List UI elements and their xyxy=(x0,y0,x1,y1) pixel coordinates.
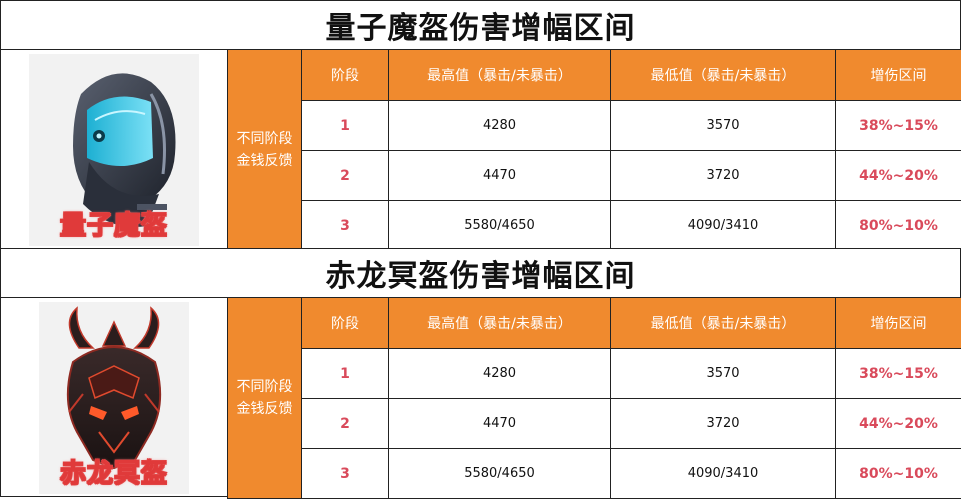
helmet-image: 赤龙冥盔 xyxy=(39,302,189,494)
helmet-name-label: 赤龙冥盔 xyxy=(39,453,189,490)
side-label-line2: 金钱反馈 xyxy=(237,401,293,417)
stage-cell: 2 xyxy=(302,399,389,449)
range-cell: 44%~20% xyxy=(836,399,961,449)
range-cell: 38%~15% xyxy=(836,349,961,399)
header-range: 增伤区间 xyxy=(836,298,961,349)
side-label: 不同阶段 金钱反馈 xyxy=(228,50,302,251)
max-cell: 5580/4650 xyxy=(389,449,611,499)
min-cell: 3720 xyxy=(611,151,836,201)
min-cell: 3570 xyxy=(611,349,836,399)
header-min: 最低值（暴击/未暴击） xyxy=(611,50,836,101)
section-red-dragon-helmet: 赤龙冥盔伤害增幅区间 xyxy=(0,248,961,497)
table-row: 3 5580/4650 4090/3410 80%~10% xyxy=(228,449,961,499)
section-title: 赤龙冥盔伤害增幅区间 xyxy=(0,248,961,298)
header-stage: 阶段 xyxy=(302,298,389,349)
stage-cell: 2 xyxy=(302,151,389,201)
header-range: 增伤区间 xyxy=(836,50,961,101)
max-cell: 5580/4650 xyxy=(389,201,611,251)
min-cell: 4090/3410 xyxy=(611,449,836,499)
max-cell: 4280 xyxy=(389,349,611,399)
stage-cell: 1 xyxy=(302,101,389,151)
side-label-line2: 金钱反馈 xyxy=(237,153,293,169)
table-row: 2 4470 3720 44%~20% xyxy=(228,151,961,201)
table-row: 1 4280 3570 38%~15% xyxy=(228,101,961,151)
range-cell: 80%~10% xyxy=(836,201,961,251)
min-cell: 3720 xyxy=(611,399,836,449)
side-label-line1: 不同阶段 xyxy=(237,131,293,147)
header-stage: 阶段 xyxy=(302,50,389,101)
min-cell: 4090/3410 xyxy=(611,201,836,251)
stage-cell: 3 xyxy=(302,449,389,499)
section-quantum-helmet: 量子魔盔伤害增幅区间 xyxy=(0,0,961,249)
max-cell: 4470 xyxy=(389,151,611,201)
stage-cell: 3 xyxy=(302,201,389,251)
stage-cell: 1 xyxy=(302,349,389,399)
table-row: 2 4470 3720 44%~20% xyxy=(228,399,961,449)
header-min: 最低值（暴击/未暴击） xyxy=(611,298,836,349)
helmet-image: 量子魔盔 xyxy=(29,54,199,246)
damage-table: 不同阶段 金钱反馈 阶段 最高值（暴击/未暴击） 最低值（暴击/未暴击） 增伤区… xyxy=(227,49,961,251)
helmet-image-cell: 赤龙冥盔 xyxy=(0,297,228,497)
section-title: 量子魔盔伤害增幅区间 xyxy=(0,0,961,50)
max-cell: 4470 xyxy=(389,399,611,449)
min-cell: 3570 xyxy=(611,101,836,151)
header-max: 最高值（暴击/未暴击） xyxy=(389,50,611,101)
table-row: 1 4280 3570 38%~15% xyxy=(228,349,961,399)
helmet-image-cell: 量子魔盔 xyxy=(0,49,228,249)
side-label: 不同阶段 金钱反馈 xyxy=(228,298,302,499)
side-label-line1: 不同阶段 xyxy=(237,379,293,395)
range-cell: 80%~10% xyxy=(836,449,961,499)
header-max: 最高值（暴击/未暴击） xyxy=(389,298,611,349)
range-cell: 38%~15% xyxy=(836,101,961,151)
table-row: 3 5580/4650 4090/3410 80%~10% xyxy=(228,201,961,251)
helmet-name-label: 量子魔盔 xyxy=(29,205,199,242)
range-cell: 44%~20% xyxy=(836,151,961,201)
max-cell: 4280 xyxy=(389,101,611,151)
damage-table: 不同阶段 金钱反馈 阶段 最高值（暴击/未暴击） 最低值（暴击/未暴击） 增伤区… xyxy=(227,297,961,499)
